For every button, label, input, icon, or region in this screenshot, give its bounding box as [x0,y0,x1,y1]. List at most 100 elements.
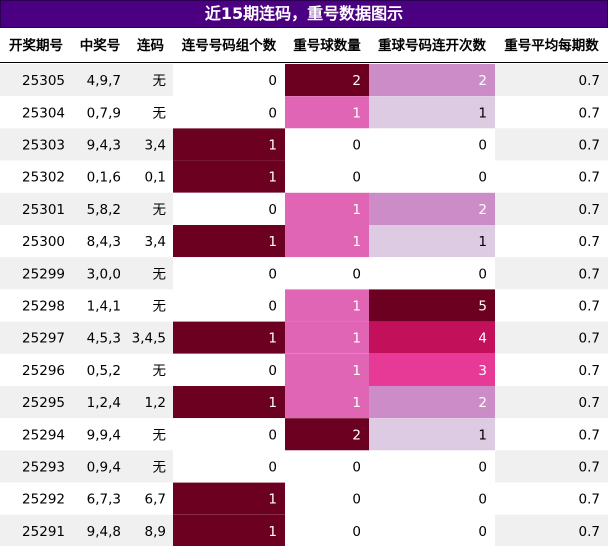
consecutive-cell: 6,7 [145,492,166,508]
period-cell: 25291 [22,524,65,540]
repeat-streak-cell-fill [369,128,495,161]
consec-groups-cell-fill [173,450,285,483]
repeat-avg-cell: 0.7 [579,234,600,250]
numbers-cell: 0,1,6 [87,170,121,186]
repeat-count-cell: 2 [352,427,361,443]
repeat-count-cell: 1 [352,363,361,379]
repeat-streak-cell: 1 [478,234,487,250]
numbers-cell: 4,9,7 [87,73,121,89]
repeat-avg-fill [495,257,608,290]
table-row: 25295 1,2,4 1,2 1 1 2 0.7 [0,386,608,419]
numbers-cell: 0,9,4 [87,460,121,476]
repeat-streak-cell-fill [369,386,495,419]
column-header: 重号平均每期数 [504,37,599,54]
period-cell: 25296 [22,363,65,379]
consec-groups-cell: 1 [268,395,277,411]
repeat-streak-cell: 4 [478,331,487,347]
repeat-streak-cell: 0 [478,492,487,508]
consec-groups-cell: 0 [268,427,277,443]
repeat-count-cell-fill [285,160,369,193]
repeat-streak-cell: 2 [478,395,487,411]
repeat-count-cell-fill [285,257,369,290]
repeat-streak-cell: 0 [478,524,487,540]
repeat-avg-fill [495,386,608,419]
repeat-avg-cell: 0.7 [579,524,600,540]
repeat-count-cell-fill [285,192,369,225]
repeat-avg-cell: 0.7 [579,299,600,315]
repeat-count-cell: 1 [352,331,361,347]
repeat-avg-fill [495,321,608,354]
repeat-count-cell-fill [285,64,369,97]
consecutive-cell: 3,4 [145,234,166,250]
table-row: 25303 9,4,3 3,4 1 0 0 0.7 [0,128,608,161]
repeat-avg-fill [495,353,608,386]
consecutive-cell: 无 [153,105,167,121]
consecutive-cell: 8,9 [145,524,166,540]
repeat-streak-cell-fill [369,289,495,322]
repeat-count-cell: 0 [352,266,361,282]
repeat-count-cell: 0 [352,138,361,154]
consecutive-cell: 无 [153,202,167,218]
repeat-streak-cell: 0 [478,460,487,476]
period-cell: 25295 [22,395,65,411]
numbers-cell: 9,4,8 [87,524,121,540]
repeat-count-cell-fill [285,418,369,451]
repeat-count-cell: 1 [352,299,361,315]
repeat-streak-cell-fill [369,225,495,258]
period-cell: 25304 [22,105,65,121]
consec-groups-cell-fill [173,128,285,161]
repeat-avg-cell: 0.7 [579,138,600,154]
table-row: 25300 8,4,3 3,4 1 1 1 0.7 [0,225,608,258]
consec-groups-cell: 1 [268,170,277,186]
table-row: 25293 0,9,4 无 0 0 0 0.7 [0,450,608,483]
repeat-count-cell: 1 [352,105,361,121]
period-cell: 25300 [22,234,65,250]
repeat-avg-fill [495,128,608,161]
period-cell: 25301 [22,202,65,218]
repeat-avg-fill [495,450,608,483]
numbers-cell: 0,5,2 [87,363,121,379]
period-cell: 25302 [22,170,65,186]
table-row: 25302 0,1,6 0,1 1 0 0 0.7 [0,160,608,193]
repeat-count-cell: 0 [352,524,361,540]
repeat-avg-cell: 0.7 [579,170,600,186]
repeat-streak-cell: 2 [478,73,487,89]
consec-groups-cell: 0 [268,363,277,379]
consec-groups-cell: 1 [268,331,277,347]
period-cell: 25292 [22,492,65,508]
numbers-cell: 0,7,9 [87,105,121,121]
repeat-avg-cell: 0.7 [579,395,600,411]
consec-groups-cell: 0 [268,460,277,476]
repeat-avg-fill [495,482,608,515]
consec-groups-cell-fill [173,386,285,419]
consec-groups-cell-fill [173,257,285,290]
repeat-avg-fill [495,418,608,451]
consec-groups-cell-fill [173,225,285,258]
repeat-streak-cell: 0 [478,138,487,154]
numbers-cell: 3,0,0 [87,266,121,282]
table-row: 25301 5,8,2 无 0 1 2 0.7 [0,192,608,225]
repeat-streak-cell-fill [369,257,495,290]
numbers-cell: 9,4,3 [87,138,121,154]
repeat-streak-cell: 3 [478,363,487,379]
table-row: 25298 1,4,1 无 0 1 5 0.7 [0,289,608,322]
numbers-cell: 8,4,3 [87,234,121,250]
repeat-streak-cell-fill [369,450,495,483]
consecutive-cell: 无 [153,299,167,315]
column-header: 连号号码组个数 [182,37,277,54]
repeat-avg-cell: 0.7 [579,331,600,347]
consecutive-cell: 3,4,5 [132,331,166,347]
period-cell: 25293 [22,460,65,476]
repeat-avg-cell: 0.7 [579,427,600,443]
consecutive-cell: 无 [153,427,167,443]
repeat-count-cell-fill [285,289,369,322]
repeat-count-cell-fill [285,96,369,129]
repeat-count-cell-fill [285,353,369,386]
consec-groups-cell-fill [173,482,285,515]
period-cell: 25297 [22,331,65,347]
repeat-avg-cell: 0.7 [579,202,600,218]
repeat-avg-fill [495,96,608,129]
repeat-avg-fill [495,64,608,97]
column-header: 重球号码连开次数 [378,37,486,54]
consecutive-cell: 无 [153,363,167,379]
